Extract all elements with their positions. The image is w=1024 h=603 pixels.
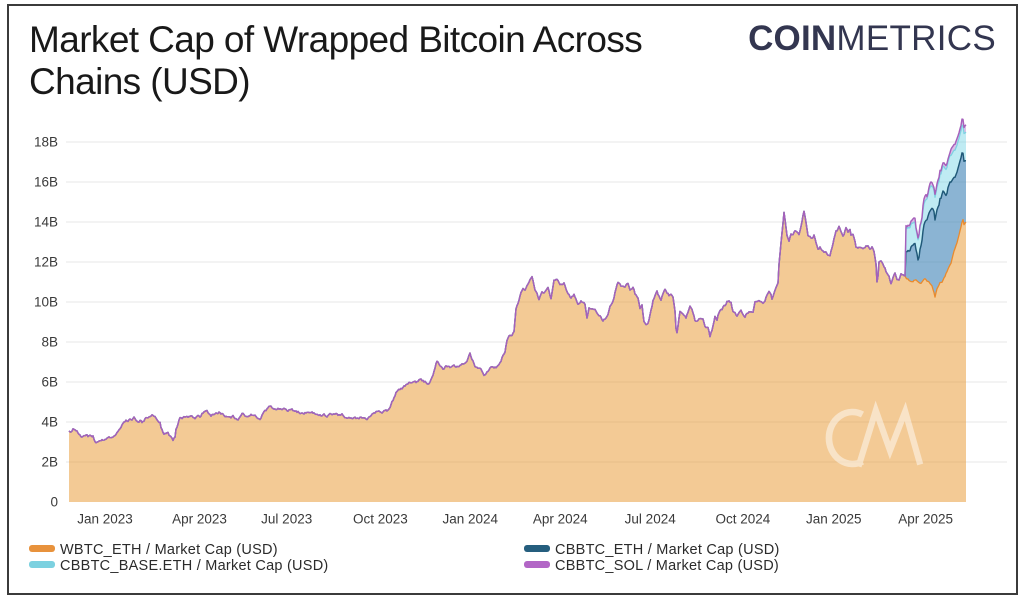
svg-text:14B: 14B — [34, 215, 58, 230]
svg-text:16B: 16B — [34, 175, 58, 190]
svg-text:0: 0 — [50, 495, 58, 510]
svg-text:Apr 2023: Apr 2023 — [172, 512, 227, 527]
svg-text:8B: 8B — [41, 335, 58, 350]
svg-text:Jul 2024: Jul 2024 — [625, 512, 677, 527]
svg-text:CBBTC_ETH / Market Cap (USD): CBBTC_ETH / Market Cap (USD) — [555, 542, 780, 558]
svg-text:CBBTC_BASE.ETH / Market Cap (U: CBBTC_BASE.ETH / Market Cap (USD) — [60, 558, 329, 574]
svg-text:12B: 12B — [34, 255, 58, 270]
svg-text:Oct 2023: Oct 2023 — [353, 512, 408, 527]
svg-text:Jan 2024: Jan 2024 — [443, 512, 499, 527]
svg-text:Oct 2024: Oct 2024 — [716, 512, 771, 527]
svg-text:Jan 2025: Jan 2025 — [806, 512, 862, 527]
svg-text:COINMETRICS: COINMETRICS — [748, 19, 996, 58]
svg-text:Chains (USD): Chains (USD) — [29, 61, 250, 102]
svg-text:Market Cap of Wrapped Bitcoin: Market Cap of Wrapped Bitcoin Across — [29, 19, 642, 60]
svg-text:CBBTC_SOL / Market Cap (USD): CBBTC_SOL / Market Cap (USD) — [555, 558, 779, 574]
svg-text:4B: 4B — [41, 415, 58, 430]
svg-text:Jul 2023: Jul 2023 — [261, 512, 312, 527]
svg-text:2B: 2B — [41, 455, 58, 470]
svg-text:Apr 2024: Apr 2024 — [533, 512, 588, 527]
svg-text:6B: 6B — [41, 375, 58, 390]
svg-text:Apr 2025: Apr 2025 — [898, 512, 953, 527]
svg-text:18B: 18B — [34, 135, 58, 150]
svg-text:Jan 2023: Jan 2023 — [77, 512, 133, 527]
svg-text:WBTC_ETH / Market Cap (USD): WBTC_ETH / Market Cap (USD) — [60, 542, 278, 558]
svg-text:10B: 10B — [34, 295, 58, 310]
